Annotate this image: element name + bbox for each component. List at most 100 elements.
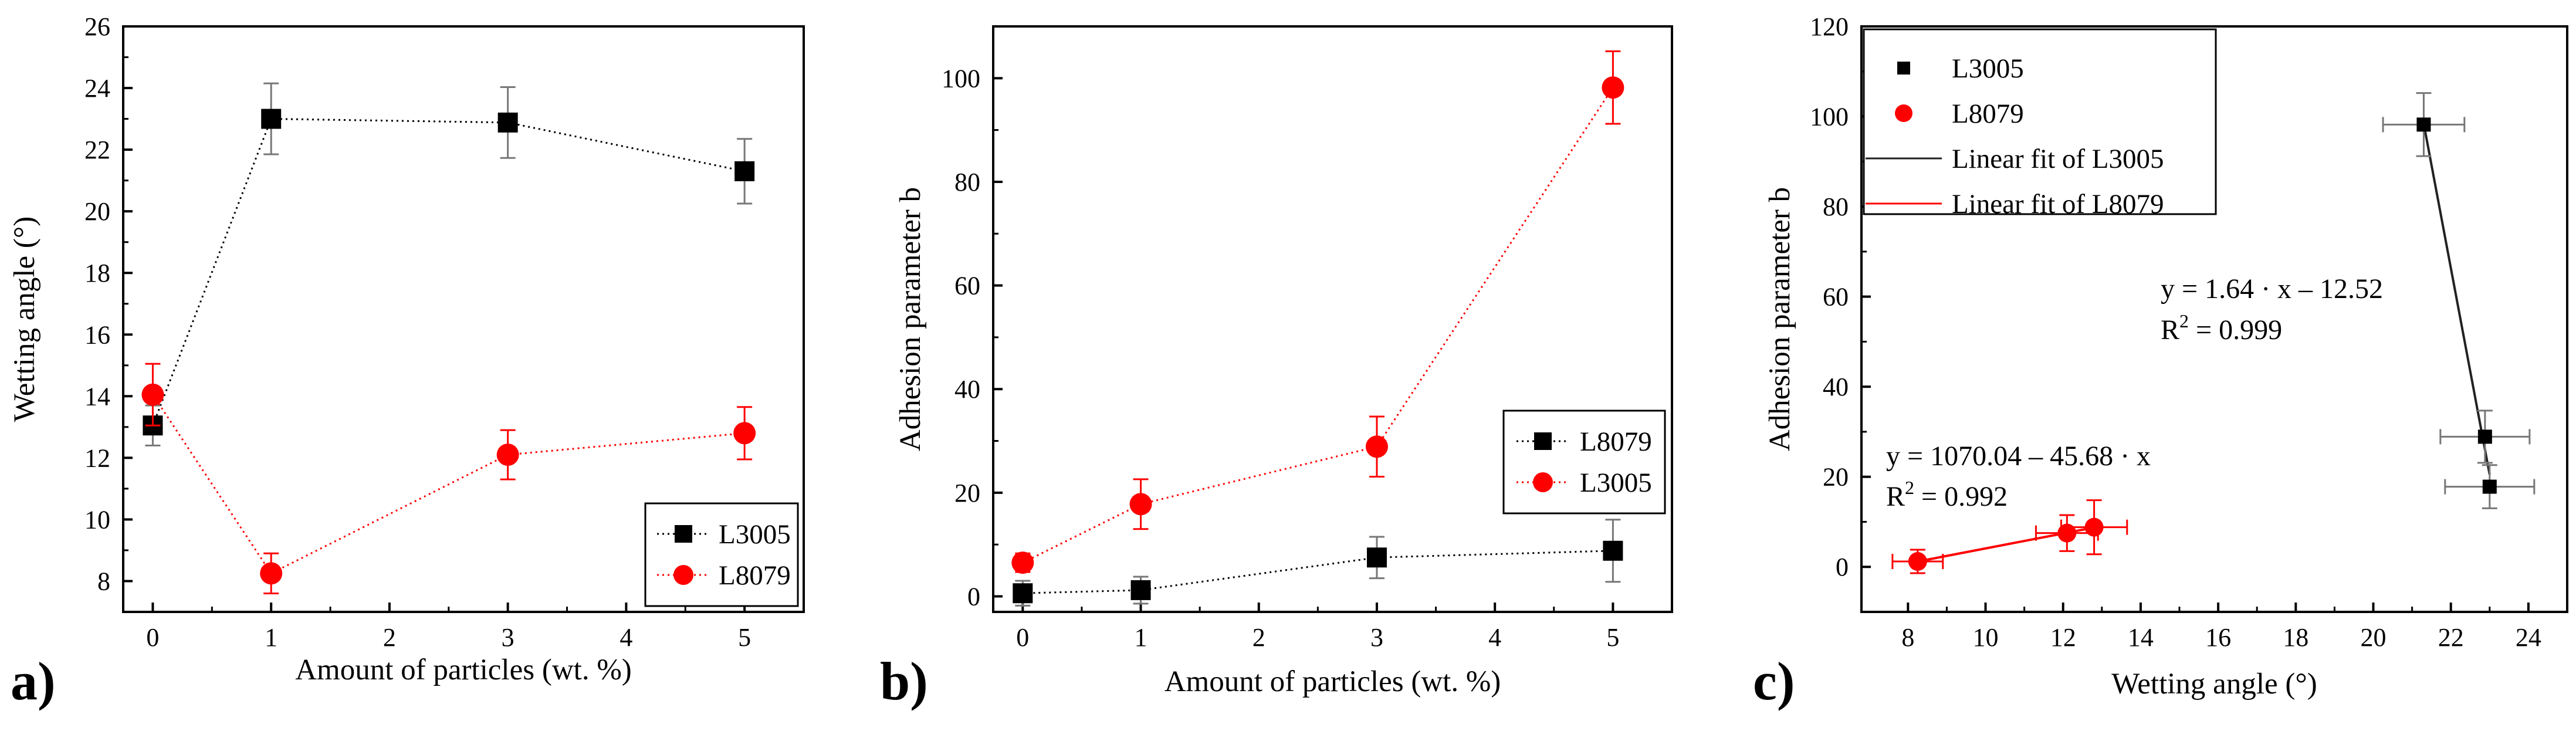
panel-2-series-l8079-point (1130, 580, 1151, 600)
panel-2-panel-label: b) (880, 651, 928, 711)
panel-3-legend-fit-label-2: Linear fit of L8079 (1952, 189, 2164, 219)
panel-3-fit-r2-value-1: = 0.999 (2189, 314, 2282, 346)
panel-1-y-tick-label: 18 (84, 259, 110, 287)
panel-1-y-tick-label: 16 (84, 320, 110, 349)
panel-2-x-tick-label: 3 (1370, 623, 1383, 652)
panel-3-x-tick-label: 14 (2128, 623, 2154, 652)
panel-1-series-l8079-point (141, 383, 164, 406)
panel-3-fit-equation-2: y = 1070.04 – 45.68 · x (1886, 441, 2151, 472)
panel-1-y-tick-label: 14 (84, 382, 110, 411)
panel-2-legend-label-l8079: L8079 (1580, 427, 1652, 457)
panel-3-series-l3005-point (2477, 429, 2492, 444)
panel-1-legend-label-l3005: L3005 (719, 519, 791, 550)
panel-3-series-l8079-point (2084, 517, 2104, 537)
panel-3-x-tick-label: 8 (1901, 623, 1914, 652)
panel-3-fit-r2-exponent-1: 2 (2179, 310, 2189, 331)
panel-3-series-l3005-point (2482, 479, 2497, 494)
panel-1-x-tick-label: 4 (620, 623, 632, 652)
panel-1-series-l8079-line (152, 394, 745, 575)
panel-2-x-axis-title: Amount of particles (wt. %) (1165, 665, 1501, 698)
panel-3-y-tick-label: 80 (1823, 192, 1849, 221)
panel-3-fit-r2-exponent-2: 2 (1905, 477, 1914, 498)
panel-1-y-axis-title: Wetting angle (°) (8, 216, 41, 422)
panel-3-series-l8079-point (1908, 552, 1927, 571)
panel-1-legend-marker-l8079 (673, 565, 693, 585)
panel-3-legend-marker-l8079 (1895, 104, 1912, 122)
panel-1-series-l3005-line (152, 118, 745, 426)
panel-1-y-tick-label: 22 (84, 136, 110, 164)
panel-2-series-l3005-point (1129, 493, 1152, 516)
panel-1-y-tick-label: 20 (84, 197, 110, 226)
panel-3-legend-label-l8079: L8079 (1952, 99, 2024, 129)
panel-3-fit-equation-1: y = 1.64 · x – 12.52 (2161, 273, 2383, 304)
panel-2-x-tick-label: 4 (1488, 623, 1501, 652)
panel-2-series-l8079-point (1366, 547, 1387, 568)
panel-1-y-tick-label: 10 (84, 505, 110, 534)
panel-3-legend-marker-l3005 (1897, 62, 1910, 75)
panel-3-y-tick-label: 0 (1836, 553, 1849, 581)
panel-3-fit-r2-1: R2 = 0.999 (2161, 310, 2282, 346)
panel-1-series-l3005-point (734, 161, 755, 181)
panel-2-series-l3005-point (1011, 551, 1034, 574)
panel-1-series-l8079-point (260, 562, 283, 585)
panel-2-y-tick-label: 40 (954, 375, 980, 404)
panel-2-series-l8079-point (1013, 583, 1033, 604)
panel-3-legend-label-l3005: L3005 (1952, 53, 2024, 84)
panel-1-series-l8079-point (496, 444, 519, 466)
panel-3-plot-frame (1860, 25, 2568, 613)
panel-1-x-tick-label: 0 (146, 623, 159, 652)
panel-3-x-tick-label: 18 (2283, 623, 2308, 652)
panel-1-x-tick-label: 3 (502, 623, 514, 652)
panel-2-y-tick-label: 100 (942, 64, 980, 93)
panel-3-y-tick-label: 20 (1823, 463, 1849, 492)
panel-2-y-tick-label: 20 (954, 479, 980, 507)
panel-1-x-axis-title: Amount of particles (wt. %) (295, 654, 632, 686)
panel-2-series-l3005-point (1365, 435, 1388, 458)
panel-1-y-tick-label: 26 (84, 12, 110, 41)
panel-3-series-l3005-point (2416, 117, 2431, 132)
panel-2-series-l3005-point (1602, 76, 1624, 99)
panel-1-series-l3005-point (497, 112, 518, 133)
panel-2-series-l8079-point (1603, 540, 1623, 561)
panel-3-fit-r2-label-1: R (2161, 314, 2179, 346)
panel-1-legend-marker-l3005 (675, 525, 692, 543)
panel-1-y-tick-label: 24 (84, 74, 110, 103)
panel-1-series-l8079-point (733, 422, 756, 445)
panel-3-x-tick-label: 16 (2205, 623, 2231, 652)
panel-3-y-tick-label: 120 (1810, 12, 1849, 41)
panel-3-fit-r2-label-2: R (1886, 481, 1905, 512)
panel-3-y-tick-label: 40 (1823, 373, 1849, 401)
panel-3-y-axis-title: Adhesion parameter b (1763, 187, 1796, 451)
panel-3-fit-r2-value-2: = 0.992 (1914, 481, 2008, 512)
panel-1-plot-frame (122, 25, 805, 613)
panel-2-legend-marker-l3005 (1533, 472, 1553, 492)
panel-1-series-l3005-point (261, 109, 282, 129)
panel-3-x-axis-title: Wetting angle (°) (2111, 668, 2317, 700)
panel-3-series-l8079-point (2057, 523, 2077, 543)
panel-2-x-tick-label: 0 (1016, 623, 1029, 652)
panel-1-x-tick-label: 1 (265, 623, 277, 652)
panel-1-panel-label: a) (11, 651, 56, 711)
panel-2-legend-marker-l8079 (1534, 432, 1552, 450)
panel-3-x-tick-label: 12 (2050, 623, 2076, 652)
panel-2-legend-box (1502, 410, 1666, 515)
panel-2-legend-label-l3005: L3005 (1580, 468, 1652, 498)
panel-1-legend-label-l8079: L8079 (719, 560, 791, 591)
panel-3-x-tick-label: 24 (2516, 623, 2541, 652)
panel-3-x-tick-label: 20 (2361, 623, 2387, 652)
panel-3-legend-box (1863, 28, 2217, 215)
panel-2-x-tick-label: 1 (1135, 623, 1147, 652)
panel-1-x-tick-label: 2 (383, 623, 396, 652)
panel-3-fit-line-1 (2422, 123, 2491, 475)
panel-3-fit-r2-2: R2 = 0.992 (1886, 477, 2008, 512)
panel-2-series-l8079-line (1023, 550, 1613, 594)
panel-1-y-tick-label: 12 (84, 444, 110, 472)
panel-3-panel-label: c) (1753, 651, 1795, 711)
panel-2-y-tick-label: 80 (954, 168, 980, 197)
panel-2-plot-frame (992, 25, 1673, 613)
panel-2-y-tick-label: 0 (967, 583, 980, 611)
panel-3-legend-fit-label-1: Linear fit of L3005 (1952, 144, 2164, 174)
panel-1-legend-box (644, 502, 799, 607)
